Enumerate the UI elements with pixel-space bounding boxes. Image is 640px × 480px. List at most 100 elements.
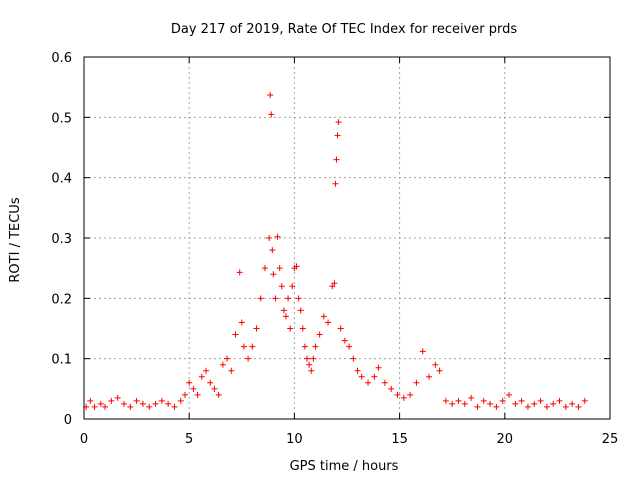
data-point	[346, 343, 353, 350]
data-point	[91, 403, 98, 410]
data-point	[562, 403, 569, 410]
data-point	[280, 307, 287, 314]
data-point	[253, 325, 260, 332]
data-point	[267, 92, 274, 99]
data-point	[455, 397, 462, 404]
y-tick-labels: 0 0.1 0.2 0.3 0.4 0.5 0.6	[51, 51, 72, 428]
data-point	[269, 247, 276, 254]
data-point	[480, 397, 487, 404]
data-point	[375, 364, 382, 371]
data-point	[266, 235, 273, 241]
data-point	[293, 263, 300, 270]
data-point	[581, 397, 588, 404]
data-point	[316, 331, 323, 338]
data-point	[407, 391, 414, 398]
data-point	[333, 156, 340, 163]
data-point	[177, 397, 184, 404]
data-point	[219, 361, 226, 368]
data-point	[285, 295, 292, 302]
data-point	[194, 391, 201, 398]
data-point	[289, 283, 296, 290]
x-tick-label: 20	[497, 432, 514, 447]
data-point	[278, 283, 285, 290]
plot-frame	[83, 56, 611, 420]
data-point	[257, 295, 264, 302]
data-point	[569, 400, 576, 407]
data-point	[354, 367, 361, 374]
data-point	[270, 271, 277, 278]
x-tick-label: 25	[602, 432, 619, 447]
data-point	[186, 379, 193, 386]
y-tick-label: 0.4	[51, 172, 72, 187]
data-point	[295, 295, 302, 302]
data-point	[350, 355, 357, 362]
data-point	[320, 313, 327, 320]
data-points	[83, 92, 588, 410]
data-point	[531, 400, 538, 407]
x-tick-label: 0	[80, 432, 88, 447]
data-point	[87, 397, 94, 404]
data-point	[308, 367, 315, 374]
x-axis-label: GPS time / hours	[290, 459, 399, 474]
data-point	[228, 367, 235, 374]
y-axis-label: ROTI / TECUs	[8, 197, 23, 282]
data-point	[381, 379, 388, 386]
y-tick-label: 0.3	[51, 232, 72, 247]
data-point	[537, 397, 544, 404]
data-point	[543, 403, 550, 410]
data-point	[394, 391, 401, 398]
data-point	[287, 325, 294, 332]
data-point	[518, 397, 525, 404]
data-point	[329, 283, 336, 290]
data-point	[556, 397, 563, 404]
data-point	[236, 269, 243, 276]
data-point	[276, 265, 283, 272]
data-point	[274, 233, 281, 240]
data-point	[312, 343, 319, 350]
data-point	[371, 373, 378, 380]
grid	[84, 57, 610, 419]
data-point	[524, 403, 531, 410]
data-point	[449, 400, 456, 407]
data-point	[120, 400, 127, 407]
data-point	[249, 343, 256, 350]
data-point	[211, 385, 218, 392]
data-point	[493, 403, 500, 410]
data-point	[432, 361, 439, 368]
data-point	[337, 325, 344, 332]
y-tick-label: 0.6	[51, 51, 72, 66]
y-tick-label: 0.5	[51, 111, 72, 126]
data-point	[165, 400, 172, 407]
data-point	[341, 337, 348, 344]
data-point	[512, 400, 519, 407]
data-point	[299, 325, 306, 332]
data-point	[232, 331, 239, 338]
x-tick-labels: 0 5 10 15 20 25	[80, 432, 618, 447]
data-point	[468, 394, 475, 401]
data-point	[97, 400, 104, 407]
data-point	[171, 403, 178, 410]
data-point	[334, 132, 341, 139]
data-point	[240, 343, 247, 350]
data-point	[207, 379, 214, 386]
data-point	[436, 367, 443, 374]
chart-title: Day 217 of 2019, Rate Of TEC Index for r…	[171, 22, 518, 37]
data-point	[203, 367, 210, 374]
data-point	[268, 111, 275, 118]
data-point	[506, 391, 513, 398]
data-point	[419, 348, 426, 355]
data-point	[282, 313, 289, 320]
data-point	[146, 403, 153, 410]
data-point	[261, 265, 268, 272]
data-point	[224, 355, 231, 362]
data-point	[413, 379, 420, 386]
data-point	[272, 295, 279, 302]
data-point	[304, 355, 311, 362]
x-tick-label: 5	[185, 432, 193, 447]
tick-marks	[83, 56, 611, 420]
data-point	[335, 119, 342, 126]
data-point	[358, 373, 365, 380]
data-point	[114, 394, 121, 401]
data-point	[245, 355, 252, 362]
